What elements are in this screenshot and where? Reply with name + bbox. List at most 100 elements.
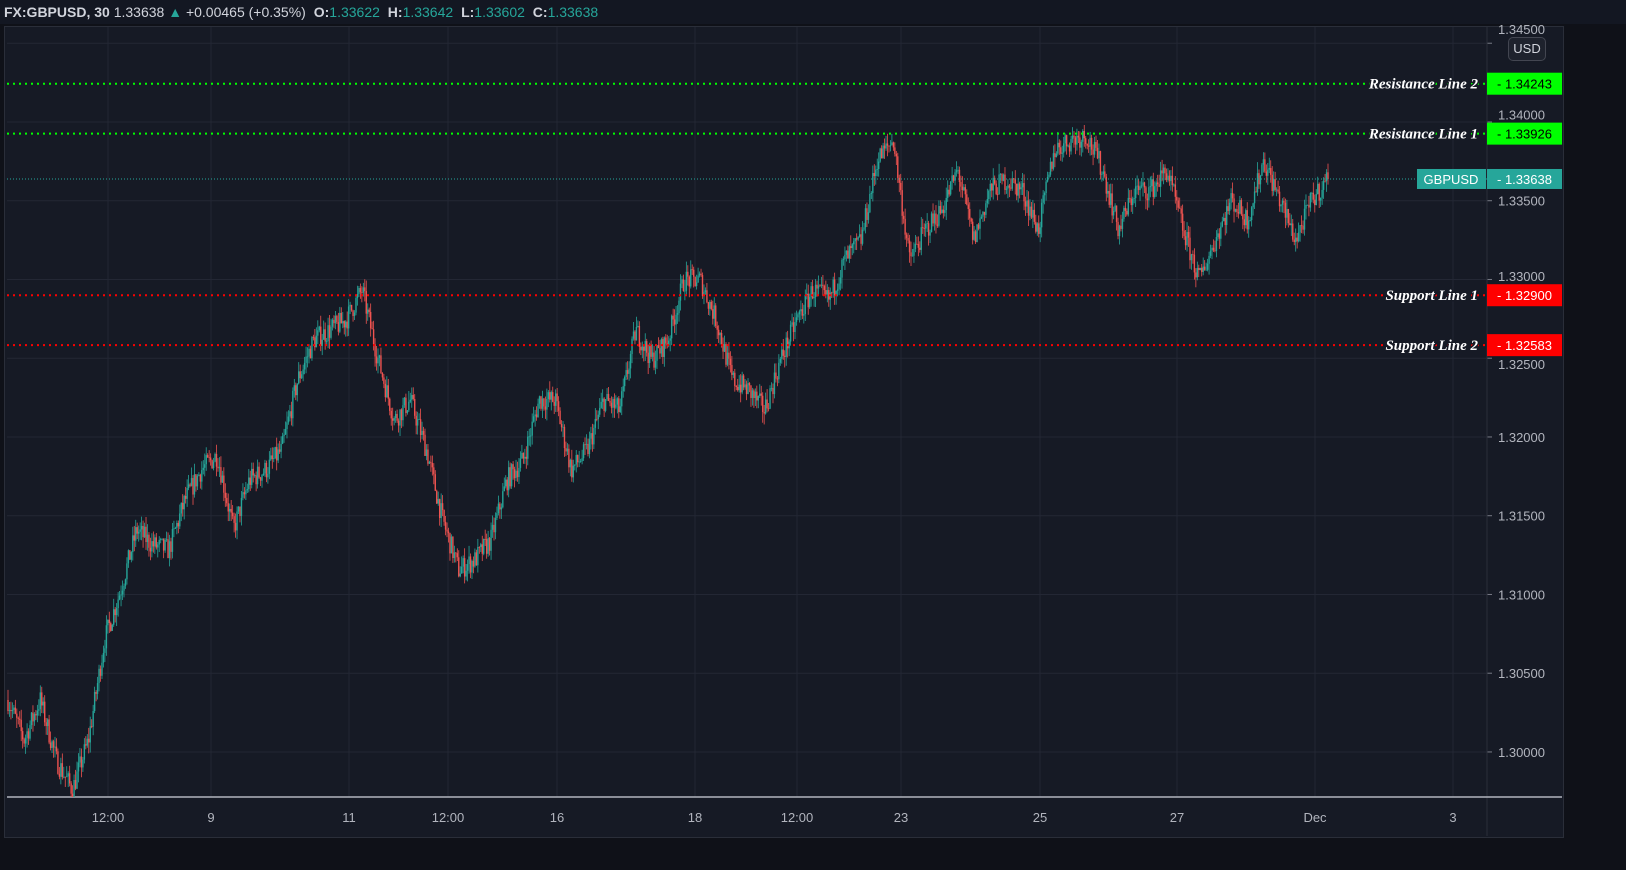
candle	[424, 434, 426, 456]
candle	[853, 241, 855, 245]
candle	[1079, 137, 1081, 148]
candle	[215, 453, 218, 467]
candle	[1292, 223, 1294, 240]
candle	[1228, 202, 1231, 211]
candle	[593, 427, 595, 445]
candle	[1290, 223, 1292, 226]
candle	[1168, 175, 1171, 182]
candle	[336, 315, 338, 323]
candle	[1223, 217, 1225, 222]
support-line-label: Support Line 2	[1385, 338, 1478, 354]
high-value: 1.33642	[402, 4, 454, 20]
high-label: H:	[387, 4, 403, 20]
candle	[1102, 171, 1105, 174]
candle	[670, 315, 673, 339]
candle	[195, 474, 197, 487]
candle	[167, 539, 169, 559]
candle	[95, 692, 97, 694]
candle	[513, 469, 516, 479]
candle	[248, 477, 250, 490]
candle	[267, 473, 269, 478]
candle	[290, 411, 293, 419]
candle	[695, 282, 698, 287]
candle	[518, 467, 520, 478]
candle	[682, 279, 685, 291]
candle	[1071, 135, 1074, 140]
candle	[654, 360, 657, 368]
candle	[737, 386, 739, 391]
candle	[550, 392, 552, 400]
candle	[610, 402, 613, 408]
currency-button[interactable]: USD	[1508, 37, 1546, 61]
candle	[190, 478, 193, 486]
candle	[1196, 267, 1199, 278]
candle	[964, 187, 967, 195]
candle	[1057, 142, 1059, 154]
candle	[647, 352, 649, 364]
candle	[406, 410, 409, 413]
candle	[44, 701, 46, 723]
candle	[446, 529, 448, 532]
candle	[1205, 269, 1207, 271]
candle	[634, 331, 636, 341]
candle	[1294, 237, 1297, 243]
candle	[330, 326, 332, 338]
candle	[847, 250, 849, 259]
candle	[1137, 185, 1140, 191]
candle	[911, 255, 914, 257]
candle	[845, 250, 848, 255]
candle	[905, 234, 908, 238]
candle	[709, 301, 711, 309]
candle	[158, 539, 160, 545]
candle	[1159, 170, 1162, 187]
candle	[286, 422, 288, 430]
candle	[926, 223, 928, 225]
candle	[251, 468, 253, 485]
candle	[90, 726, 93, 728]
candle	[180, 502, 182, 514]
candle	[1156, 182, 1159, 185]
candle	[1237, 211, 1240, 214]
candle	[676, 313, 679, 315]
candle	[284, 429, 287, 435]
candle	[939, 206, 942, 214]
candle	[202, 467, 204, 471]
candle	[1016, 183, 1018, 196]
candle	[656, 345, 658, 361]
candle	[1293, 239, 1295, 243]
candle	[478, 547, 481, 548]
chart-frame[interactable]	[4, 26, 1564, 838]
symbol-label[interactable]: FX:GBPUSD, 30	[4, 4, 110, 20]
candle	[16, 713, 18, 718]
candle	[659, 348, 661, 354]
candle	[1046, 177, 1049, 182]
candle	[902, 215, 905, 219]
candle	[340, 312, 343, 324]
candle	[130, 552, 133, 560]
candle	[139, 529, 141, 532]
candle	[1259, 175, 1262, 185]
y-tick-label: 1.31000	[1498, 587, 1545, 602]
candle	[298, 371, 300, 384]
candle	[1284, 202, 1287, 218]
candle	[196, 475, 199, 487]
candle	[800, 309, 802, 312]
candle	[1027, 200, 1030, 216]
candle	[1233, 198, 1235, 212]
candle	[490, 529, 492, 551]
candle	[387, 385, 389, 399]
candle	[855, 238, 858, 240]
candle	[422, 430, 425, 435]
candle	[772, 387, 774, 395]
candle	[891, 142, 893, 146]
candle	[745, 384, 748, 395]
candle	[221, 475, 224, 483]
x-tick-label: 9	[207, 810, 214, 825]
current-price-value: - 1.33638	[1497, 172, 1552, 187]
candle	[164, 539, 166, 551]
candle	[977, 224, 980, 229]
candle	[1039, 227, 1041, 234]
candle	[246, 489, 249, 491]
candle	[993, 177, 996, 184]
